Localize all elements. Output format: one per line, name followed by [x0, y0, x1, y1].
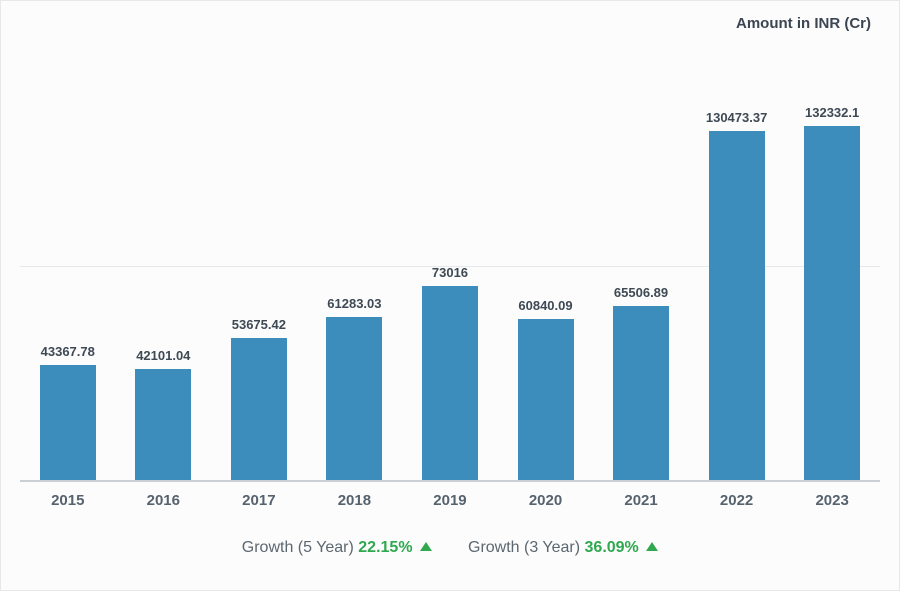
bar-container: 43367.78 42101.04 53675.42 61283.03 73016 608… — [20, 52, 880, 482]
bar-value-label: 43367.78 — [41, 344, 95, 359]
bar-group: 53675.42 — [214, 317, 304, 482]
x-axis-line — [20, 480, 880, 482]
bar-group: 65506.89 — [596, 285, 686, 482]
bar — [709, 131, 765, 482]
chart-frame: Amount in INR (Cr) 43367.78 42101.04 53675… — [0, 0, 900, 591]
growth-5yr: Growth (5 Year) 22.15% — [242, 539, 432, 557]
bar-group: 130473.37 — [692, 110, 782, 482]
bar — [422, 286, 478, 482]
arrow-up-icon — [420, 542, 432, 551]
bar-value-label: 130473.37 — [706, 110, 767, 125]
growth-3yr-value: 36.09% — [585, 539, 639, 556]
bar-group: 61283.03 — [309, 296, 399, 482]
bar-value-label: 132332.1 — [805, 105, 859, 120]
bar — [613, 306, 669, 482]
chart-legend: Amount in INR (Cr) — [19, 15, 881, 32]
bar-value-label: 61283.03 — [327, 296, 381, 311]
bar-group: 43367.78 — [23, 344, 113, 482]
x-tick-label: 2015 — [23, 492, 113, 509]
x-tick-label: 2017 — [214, 492, 304, 509]
x-axis-labels: 2015 2016 2017 2018 2019 2020 2021 2022 2023 — [20, 492, 880, 509]
bar-value-label: 73016 — [432, 265, 468, 280]
bar-group: 42101.04 — [118, 348, 208, 482]
bar-value-label: 65506.89 — [614, 285, 668, 300]
chart-plot-area: 43367.78 42101.04 53675.42 61283.03 73016 608… — [20, 52, 880, 482]
bar — [326, 317, 382, 482]
bar-value-label: 53675.42 — [232, 317, 286, 332]
bar-group: 73016 — [405, 265, 495, 482]
bar — [135, 369, 191, 482]
growth-5yr-value: 22.15% — [358, 539, 412, 556]
bar — [804, 126, 860, 482]
bar — [518, 319, 574, 483]
x-tick-label: 2018 — [309, 492, 399, 509]
bar — [40, 365, 96, 482]
x-tick-label: 2022 — [692, 492, 782, 509]
growth-5yr-label: Growth (5 Year) — [242, 539, 354, 556]
x-tick-label: 2020 — [501, 492, 591, 509]
bar-group: 132332.1 — [787, 105, 877, 482]
x-tick-label: 2019 — [405, 492, 495, 509]
bar-group: 60840.09 — [501, 298, 591, 483]
x-tick-label: 2016 — [118, 492, 208, 509]
bar-value-label: 42101.04 — [136, 348, 190, 363]
growth-3yr: Growth (3 Year) 36.09% — [468, 539, 658, 557]
x-tick-label: 2023 — [787, 492, 877, 509]
bar-value-label: 60840.09 — [518, 298, 572, 313]
x-tick-label: 2021 — [596, 492, 686, 509]
arrow-up-icon — [646, 542, 658, 551]
growth-3yr-label: Growth (3 Year) — [468, 539, 580, 556]
growth-summary: Growth (5 Year) 22.15% Growth (3 Year) 3… — [19, 539, 881, 557]
bar — [231, 338, 287, 482]
